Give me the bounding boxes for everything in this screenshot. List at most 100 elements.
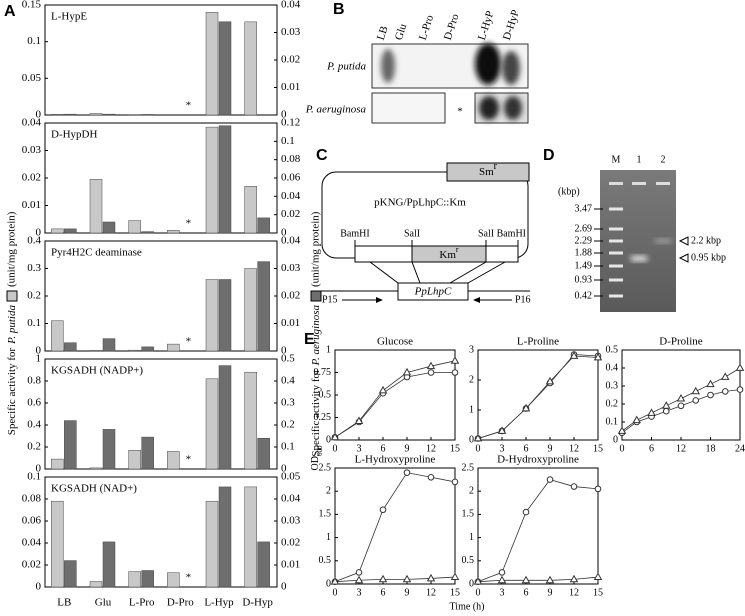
y-tick-label: 0.1 [27,471,41,483]
y2-tick-label: 0.3 [281,397,295,409]
point [451,478,459,486]
ladder-label: 0.42 [575,290,593,301]
x-tick-label: 9 [548,443,553,454]
y-tick-label: 0.2 [27,441,41,453]
plot-frame [334,467,456,585]
ladder-band [609,207,623,211]
point [570,483,578,490]
series-line [477,576,599,583]
x-tick-label: D-Hyp [242,597,273,609]
axis-title-unit: (unit/mg protein) [310,211,322,287]
legend-swatch [310,290,322,302]
x-tick-label: 12 [426,587,436,598]
band-label: 0.95 kbp [691,252,726,263]
ladder-band [609,251,623,255]
chart-title: D-Proline [659,336,703,348]
point [617,426,627,434]
bar [51,320,64,352]
chart-title: KGSADH (NADP+) [51,365,143,377]
y-tick-label: 0 [469,434,474,445]
y-tick-label: 0.6 [27,397,41,409]
ladder-label: 2.69 [575,223,593,234]
bar [89,179,103,234]
x-tick-label: 15 [450,587,460,598]
point [545,376,555,385]
point [497,575,507,584]
y-tick-label: 0 [36,345,42,357]
bar [167,230,180,234]
y-tick-label: 2 [469,485,474,496]
point [521,403,531,412]
axis-title-part: Specific activity for [6,348,18,436]
bar [167,343,180,352]
point [721,388,729,395]
y-tick-label: 1 [469,532,474,543]
y2-tick-label: 0.06 [281,172,301,184]
bar [64,342,77,352]
blot-band [475,43,501,85]
x-axis-title: Time (h) [450,601,485,612]
insert-marker-label: Kmr [439,245,459,260]
point [662,407,670,415]
point [593,352,603,361]
chart-title: D-HypDH [51,129,97,141]
y2-tick-label: 0.04 [281,0,301,11]
bar [128,349,141,352]
y2-tick-label: 0 [281,345,287,357]
bar [51,458,64,470]
x-tick-label: LB [57,597,71,609]
bar [244,371,257,470]
x-tick-label: 9 [405,587,410,598]
point [451,369,459,376]
gel-band [655,239,671,243]
panel-label: C [316,147,328,164]
y-tick-label: 1 [36,353,42,365]
y-tick-label: 1 [469,404,474,415]
bar [218,486,232,588]
y2-tick-label: 0 [281,227,287,239]
series-line [334,372,455,438]
y2-tick-label: 0.02 [281,54,300,66]
gel-unit: (kbp) [558,186,580,197]
legend-swatch [6,290,18,302]
y2-tick-label: 0.01 [281,81,300,93]
bar [102,113,116,116]
y-tick-label: 2 [469,374,474,385]
chart-title: KGSADH (NAD+) [51,483,137,495]
point [426,361,436,370]
point [545,575,555,584]
x-tick-label: D-Pro [167,597,194,609]
bar [205,378,219,470]
blot-lane-label: D-HyP [501,8,522,41]
x-tick-label: 6 [524,443,529,454]
bar [205,12,219,116]
bar [141,231,154,234]
y2-tick-label: 0.08 [281,153,301,165]
point [427,369,435,376]
ladder-band [609,278,623,282]
ladder-band [609,264,623,268]
x-tick-label: 12 [569,587,579,598]
bar [218,279,232,352]
x-tick-label: 24 [735,443,745,454]
x-tick-label: 6 [649,443,654,454]
chart-title: L-HypE [51,11,87,23]
point [355,569,363,576]
chart-title: L-Hydroxyproline [355,454,436,466]
blot-band [479,96,499,120]
axis-title-part: Specific activity for [310,369,322,457]
plot-frame [334,349,456,441]
point [498,569,506,576]
ladder-label: 1.88 [575,247,593,258]
gel-lane-label: 2 [661,154,666,165]
x-tick-label: 0 [620,443,625,454]
blot-lane-label: D-Pro [442,12,462,42]
blot-band [381,49,395,83]
y-tick-label: 0.3 [27,262,41,274]
y2-tick-label: 0.03 [281,515,301,527]
x-tick-label: Glu [95,597,112,609]
point [426,573,436,582]
point [692,397,700,404]
x-tick-label: 3 [500,587,505,598]
